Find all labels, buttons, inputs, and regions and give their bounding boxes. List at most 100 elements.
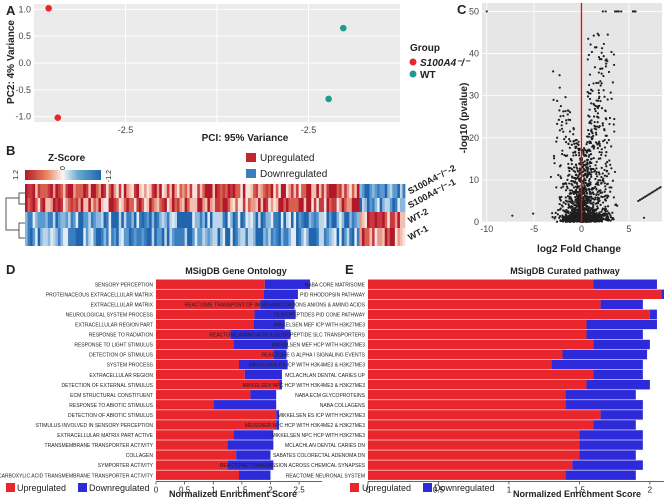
heatmap-cell bbox=[189, 228, 193, 246]
heatmap-cell bbox=[177, 228, 180, 246]
heatmap-cell bbox=[311, 198, 315, 212]
heatmap-cell bbox=[341, 228, 345, 246]
heatmap-cell bbox=[227, 212, 231, 228]
volcano-point bbox=[570, 182, 573, 186]
heatmap-cell bbox=[144, 212, 147, 228]
heatmap-cell bbox=[192, 184, 196, 198]
volcano-point bbox=[645, 194, 648, 197]
volcano-point bbox=[574, 207, 577, 210]
volcano-point bbox=[600, 214, 603, 218]
volcano-point bbox=[590, 102, 593, 105]
volcano-point bbox=[644, 195, 647, 198]
pca-x-axis-label: PCI: 95% Variance bbox=[202, 133, 289, 144]
volcano-point bbox=[602, 55, 605, 58]
volcano-point bbox=[577, 170, 580, 173]
heatmap-cell bbox=[253, 184, 256, 198]
heatmap-cell bbox=[323, 228, 327, 246]
heatmap-cell bbox=[204, 212, 208, 228]
volcano-point bbox=[574, 180, 577, 183]
pca-plot: -1.0 -0.5 0.0 0.5 1.0 -2.5 -2.5 PCI: 95% Vari… bbox=[6, 4, 471, 144]
heatmap-cell bbox=[60, 184, 64, 198]
volcano-point bbox=[589, 168, 593, 172]
volcano-point bbox=[602, 89, 605, 92]
curated-category-label: MEISSNER NPC HCP WITH H3K4ME2 & H3K27ME3 bbox=[245, 423, 365, 429]
curated-bar-down bbox=[593, 279, 657, 289]
volcano-point bbox=[588, 216, 591, 219]
volcano-point bbox=[588, 73, 592, 76]
heatmap-cell bbox=[197, 212, 201, 228]
volcano-point bbox=[597, 71, 600, 74]
heatmap-cell bbox=[202, 184, 206, 198]
volcano-point bbox=[584, 194, 587, 198]
heatmap-cell bbox=[52, 228, 56, 246]
heatmap-cell bbox=[225, 198, 229, 212]
volcano-point bbox=[603, 174, 607, 177]
volcano-point bbox=[558, 202, 561, 206]
volcano-point bbox=[581, 187, 584, 190]
heatmap-cell bbox=[121, 228, 125, 246]
volcano-point bbox=[569, 140, 572, 143]
volcano-point bbox=[587, 155, 590, 158]
heatmap-cell bbox=[349, 198, 353, 212]
volcano-point bbox=[583, 147, 586, 150]
heatmap-cell bbox=[60, 228, 64, 246]
volcano-point bbox=[592, 147, 595, 150]
volcano-point bbox=[594, 220, 597, 223]
heatmap-cell bbox=[136, 184, 140, 198]
heatmap-cell bbox=[184, 198, 188, 212]
volcano-point bbox=[585, 192, 588, 195]
volcano-point bbox=[589, 43, 592, 46]
heatmap-cell bbox=[217, 212, 221, 228]
volcano-point bbox=[590, 197, 593, 200]
heatmap-cell bbox=[37, 228, 41, 246]
heatmap-cell bbox=[103, 228, 107, 246]
volcano-point bbox=[570, 214, 573, 217]
heatmap-cell bbox=[171, 184, 175, 198]
volcano-point bbox=[584, 169, 587, 172]
curated-bar-up bbox=[368, 359, 552, 370]
heatmap-cell bbox=[318, 212, 322, 228]
volcano-point bbox=[555, 220, 559, 223]
heatmap-cell bbox=[154, 198, 158, 212]
go-category-label: DETECTION OF STIMULUS bbox=[89, 353, 154, 359]
heatmap-cell bbox=[118, 228, 122, 246]
heatmap-cell bbox=[230, 212, 234, 228]
heatmap-cell bbox=[359, 212, 363, 228]
volcano-point bbox=[586, 184, 589, 188]
heatmap-cell bbox=[184, 228, 188, 246]
heatmap-cell bbox=[323, 212, 327, 228]
volcano-point bbox=[570, 201, 573, 204]
volcano-point bbox=[532, 212, 535, 215]
curated-category-label: REACTOME TRANSMISSION ACROSS CHEMICAL SY… bbox=[220, 463, 366, 469]
volcano-point bbox=[567, 166, 570, 169]
heatmap-cell bbox=[63, 212, 66, 228]
heatmap-cell bbox=[220, 198, 223, 212]
volcano-point bbox=[601, 124, 604, 127]
volcano-point bbox=[554, 211, 557, 215]
volcano-point bbox=[560, 195, 563, 199]
heatmap-cell bbox=[101, 212, 104, 228]
heatmap-cell bbox=[384, 212, 388, 228]
heatmap-cell bbox=[392, 228, 396, 246]
heatmap-cell bbox=[32, 184, 36, 198]
heatmap-cell bbox=[359, 198, 363, 212]
volcano-point bbox=[582, 209, 586, 212]
volcano-point bbox=[583, 220, 587, 223]
volcano-point bbox=[600, 82, 603, 85]
volcano-point bbox=[600, 153, 603, 157]
heatmap-cell bbox=[70, 198, 74, 212]
volcano-point bbox=[568, 220, 572, 223]
volcano-point bbox=[592, 204, 595, 207]
heatmap-cell bbox=[260, 184, 264, 198]
curated-bar-down bbox=[579, 440, 643, 450]
heatmap-cell bbox=[202, 228, 206, 246]
heatmap-cell bbox=[273, 212, 277, 228]
heatmap-cell bbox=[361, 184, 365, 198]
heatmap-cell bbox=[336, 184, 340, 198]
volcano-point bbox=[600, 58, 603, 61]
volcano-point bbox=[588, 173, 592, 176]
go-bar-up bbox=[156, 460, 228, 470]
heatmap-cell bbox=[308, 198, 312, 212]
volcano-x-tick-label: 0 bbox=[579, 224, 584, 234]
heatmap-cell bbox=[161, 212, 165, 228]
